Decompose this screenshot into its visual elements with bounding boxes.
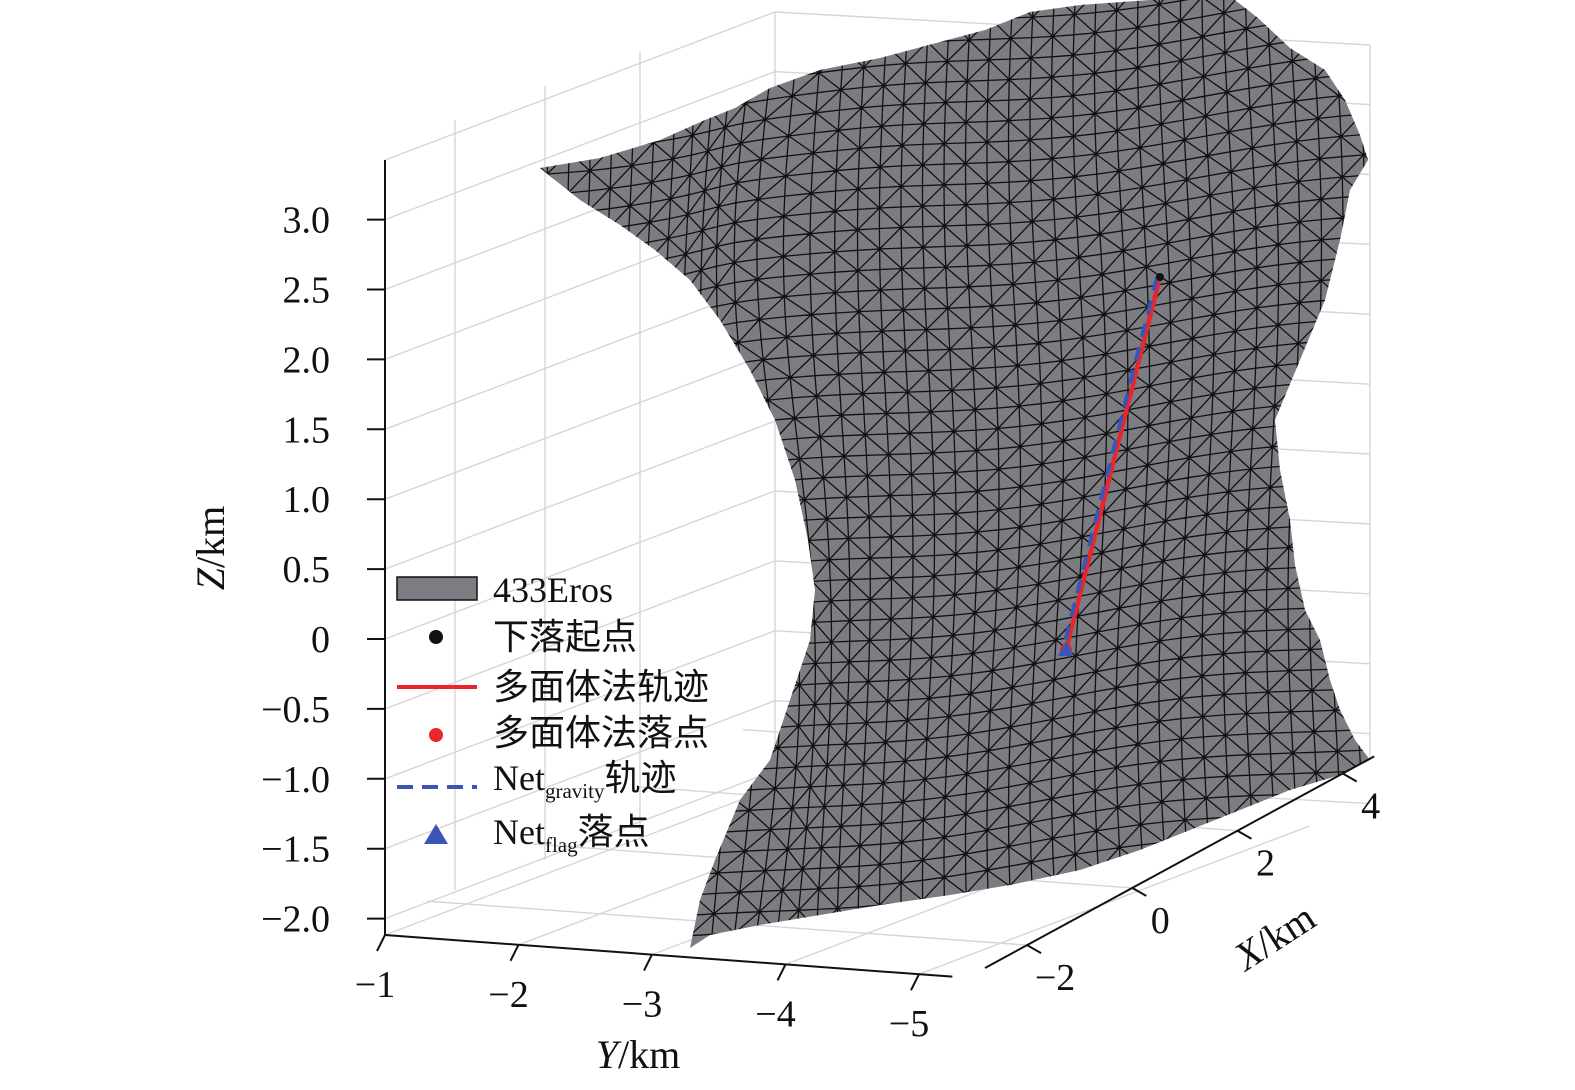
- grid-line: [384, 11, 776, 161]
- z-tick-label: −2.0: [261, 899, 330, 941]
- x-tick-label: 0: [1151, 900, 1170, 942]
- grid-line: [384, 350, 776, 500]
- x-tick-mark: [1342, 772, 1358, 783]
- x-axis-title: X/km: [1224, 894, 1323, 980]
- y-tick-mark: [910, 973, 920, 991]
- legend-item-net-trajectory: Netgravity轨迹: [397, 758, 676, 803]
- legend-item-net-landing: Netflag落点: [424, 812, 650, 857]
- x-tick-label: −2: [1035, 957, 1075, 999]
- y-axis-title: Y/km: [596, 1032, 680, 1077]
- legend-marker-poly-landing: [429, 728, 443, 742]
- y-tick-mark: [776, 963, 787, 981]
- legend-item-poly-trajectory: 多面体法轨迹: [397, 667, 709, 707]
- y-tick-mark: [376, 934, 386, 952]
- fall-start-point: [1156, 273, 1164, 281]
- legend-item-surface: 433Eros: [396, 570, 613, 610]
- z-tick-label: −1.0: [261, 759, 330, 801]
- grid-line: [384, 560, 776, 710]
- y-tick-label: −5: [889, 1003, 929, 1045]
- y-tick-mark: [509, 944, 520, 962]
- legend-label-net-trajectory: Netgravity轨迹: [493, 758, 676, 803]
- legend-swatch-surface: [396, 576, 478, 601]
- y-tick-label: −4: [755, 993, 795, 1035]
- grid-line: [384, 420, 776, 570]
- y-tick-mark: [643, 954, 653, 972]
- grid-line: [384, 786, 776, 936]
- legend-marker-start: [429, 630, 443, 644]
- z-tick-label: 0.5: [283, 549, 331, 591]
- legend-label-start: 下落起点: [493, 617, 637, 657]
- z-tick-label: 2.0: [283, 339, 331, 381]
- grid-line: [384, 700, 776, 850]
- legend: 433Eros 下落起点 多面体法轨迹 多面体法落点 Netgravity轨迹 …: [396, 570, 709, 857]
- y-axis-line: [384, 934, 953, 978]
- trajectories: [1058, 273, 1164, 656]
- x-tick-label: 4: [1361, 786, 1380, 828]
- y-tick-label: −2: [488, 974, 528, 1016]
- tick-labels: 3.0 2.5 2.0 1.5 1.0 0.5 0 −0.5 −1.0 −1.5 −2.0 −1 −2 −…: [261, 200, 1380, 1046]
- x-axis-line: [984, 755, 1375, 969]
- poly-trajectory-line: [1063, 276, 1163, 651]
- legend-item-poly-landing: 多面体法落点: [429, 713, 709, 753]
- z-tick-label: 2.5: [283, 270, 331, 312]
- legend-label-net-landing: Netflag落点: [493, 812, 650, 857]
- z-axis-title: Z/km: [188, 506, 233, 590]
- grid-line: [384, 70, 776, 221]
- grid-line: [384, 490, 776, 640]
- x-tick-mark: [1026, 944, 1042, 954]
- x-tick-label: 2: [1256, 843, 1275, 885]
- z-tick-label: −0.5: [261, 689, 330, 731]
- y-tick-label: −3: [622, 984, 662, 1026]
- net-landing-point: [1058, 641, 1074, 656]
- x-tick-mark: [1131, 887, 1147, 897]
- grid-line: [384, 630, 776, 780]
- legend-marker-net-landing: [424, 824, 448, 844]
- z-tick-label: −1.5: [261, 829, 330, 871]
- grid-line: [918, 825, 1310, 975]
- legend-item-start: 下落起点: [429, 617, 637, 657]
- z-tick-label: 0: [311, 619, 330, 661]
- legend-label-poly-landing: 多面体法落点: [493, 713, 709, 753]
- x-tick-mark: [1236, 829, 1252, 840]
- y-tick-label: −1: [355, 964, 395, 1006]
- grid-line: [384, 769, 776, 920]
- net-trajectory-line: [1061, 276, 1159, 651]
- z-tick-label: 1.5: [283, 409, 331, 451]
- z-tick-label: 3.0: [283, 200, 331, 242]
- legend-label-surface: 433Eros: [493, 570, 613, 610]
- z-tick-label: 1.0: [283, 479, 331, 521]
- legend-label-poly-trajectory: 多面体法轨迹: [493, 667, 709, 707]
